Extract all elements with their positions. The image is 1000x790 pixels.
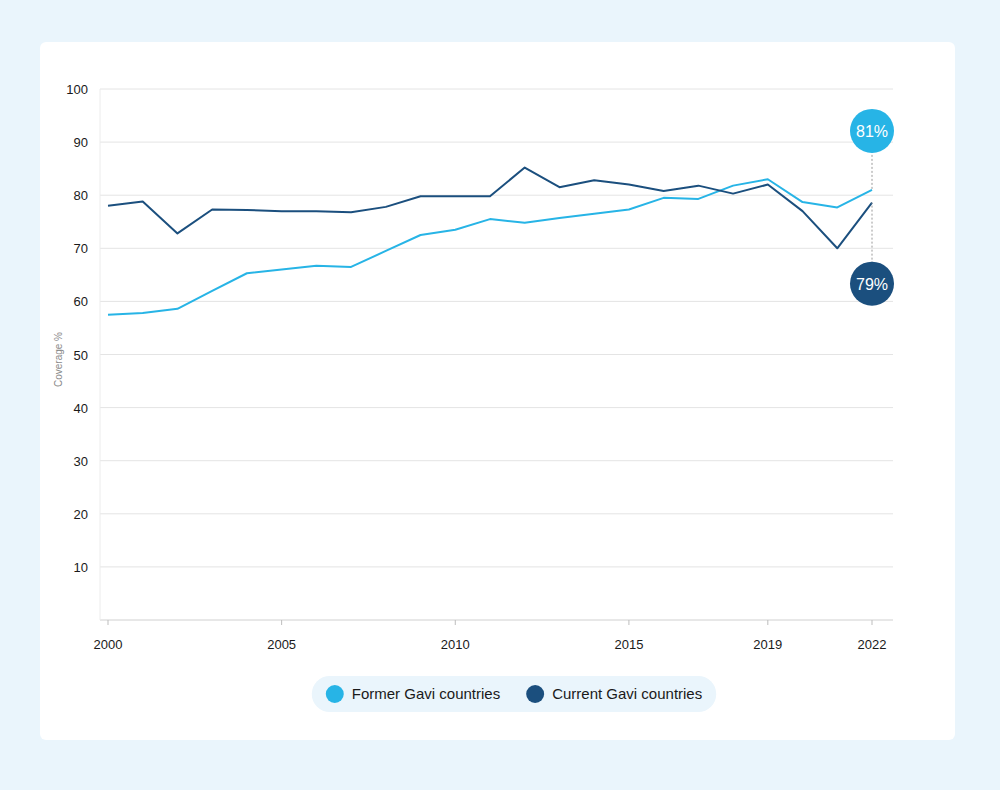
data-label: 79% <box>856 276 888 293</box>
legend: Former Gavi countries Current Gavi countr… <box>312 676 716 712</box>
x-tick <box>872 620 873 625</box>
x-tick-label: 2010 <box>441 637 470 652</box>
x-tick <box>108 620 109 625</box>
annotation-bubble <box>850 262 894 306</box>
x-axis-line <box>100 620 893 621</box>
y-tick-label: 30 <box>74 454 88 469</box>
x-tick-label: 2015 <box>614 637 643 652</box>
grid-line <box>100 513 893 514</box>
y-tick-label: 70 <box>74 241 88 256</box>
legend-label: Current Gavi countries <box>552 685 702 702</box>
grid-line <box>100 566 893 567</box>
x-tick <box>455 620 456 625</box>
x-tick-label: 2000 <box>94 637 123 652</box>
y-tick-label: 90 <box>74 135 88 150</box>
y-axis-line <box>100 89 101 620</box>
legend-box <box>312 676 716 712</box>
y-tick-label: 100 <box>66 82 88 97</box>
y-tick-label: 20 <box>74 507 88 522</box>
y-tick-label: 40 <box>74 401 88 416</box>
legend-label: Former Gavi countries <box>352 685 500 702</box>
grid-line <box>100 142 893 143</box>
y-tick-label: 10 <box>74 560 88 575</box>
x-tick-label: 2005 <box>267 637 296 652</box>
grid-line <box>100 195 893 196</box>
annotations: 81% 79% <box>850 109 894 306</box>
y-tick-label: 50 <box>74 348 88 363</box>
data-label: 81% <box>856 123 888 140</box>
grid-line <box>100 407 893 408</box>
grid-line <box>100 354 893 355</box>
chart: 10 20 30 40 50 60 70 80 90 100 2000 2005 2010 2015 201… <box>0 0 1000 790</box>
grid-line <box>100 301 893 302</box>
legend-swatch <box>326 685 344 703</box>
plot-area <box>108 168 872 315</box>
series-line <box>108 168 872 249</box>
legend-swatch <box>526 685 544 703</box>
grid-line <box>100 89 893 90</box>
y-axis-label: Coverage % <box>53 332 64 387</box>
x-tick-label: 2019 <box>753 637 782 652</box>
series-line <box>108 179 872 314</box>
grid-line <box>100 248 893 249</box>
y-tick-label: 60 <box>74 294 88 309</box>
x-tick <box>628 620 629 625</box>
grid-line <box>100 460 893 461</box>
x-tick <box>767 620 768 625</box>
x-tick <box>281 620 282 625</box>
x-tick-label: 2022 <box>858 637 887 652</box>
card <box>40 42 955 740</box>
annotation-bubble <box>850 109 894 153</box>
y-tick-label: 80 <box>74 188 88 203</box>
